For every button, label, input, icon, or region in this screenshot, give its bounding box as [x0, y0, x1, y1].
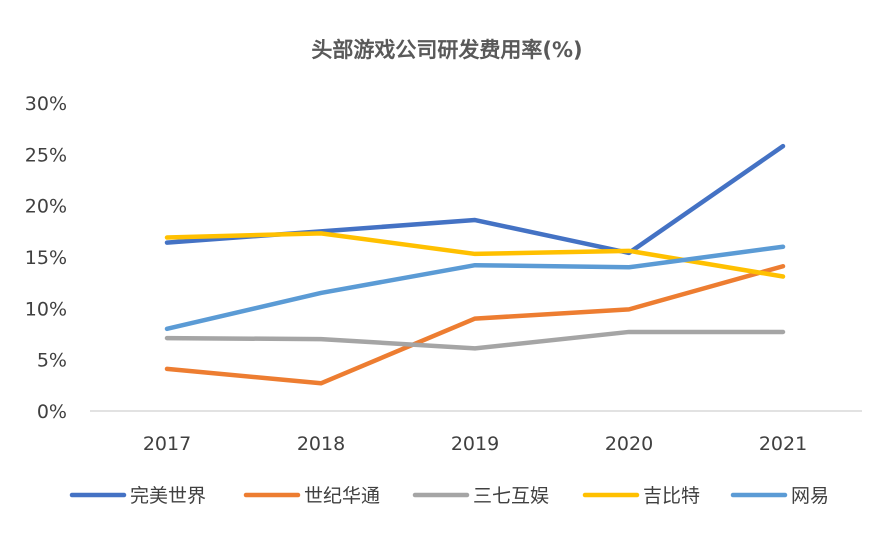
legend-label: 吉比特	[643, 485, 700, 507]
legend: 完美世界 世纪华通 三七互娱 吉比特 网易	[69, 485, 829, 507]
series-line-2	[164, 263, 786, 386]
x-tick-label: 2017	[143, 433, 191, 455]
x-tick-label: 2019	[451, 433, 499, 455]
y-tick-label: 5%	[37, 350, 67, 372]
y-tick-label: 30%	[25, 93, 67, 115]
series-line-4	[164, 231, 786, 279]
x-tick-label: 2018	[297, 433, 345, 455]
legend-label: 三七互娱	[473, 485, 549, 507]
y-axis: 0% 5% 10% 15% 20% 25% 30%	[25, 93, 67, 423]
x-axis: 2017 2018 2019 2020 2021	[143, 433, 807, 455]
y-tick-label: 25%	[25, 144, 67, 166]
plot-area	[164, 143, 786, 386]
legend-label: 世纪华通	[304, 485, 380, 507]
x-tick-label: 2021	[759, 433, 807, 455]
chart-title: 头部游戏公司研发费用率(%)	[311, 38, 582, 62]
y-tick-label: 15%	[25, 247, 67, 269]
y-tick-label: 10%	[25, 298, 67, 320]
x-tick-label: 2020	[605, 433, 653, 455]
series-line-5	[164, 244, 786, 332]
legend-label: 网易	[791, 485, 829, 507]
legend-label: 完美世界	[130, 485, 206, 507]
y-tick-label: 20%	[25, 196, 67, 218]
series-line-3	[164, 329, 786, 351]
y-tick-label: 0%	[37, 401, 67, 423]
